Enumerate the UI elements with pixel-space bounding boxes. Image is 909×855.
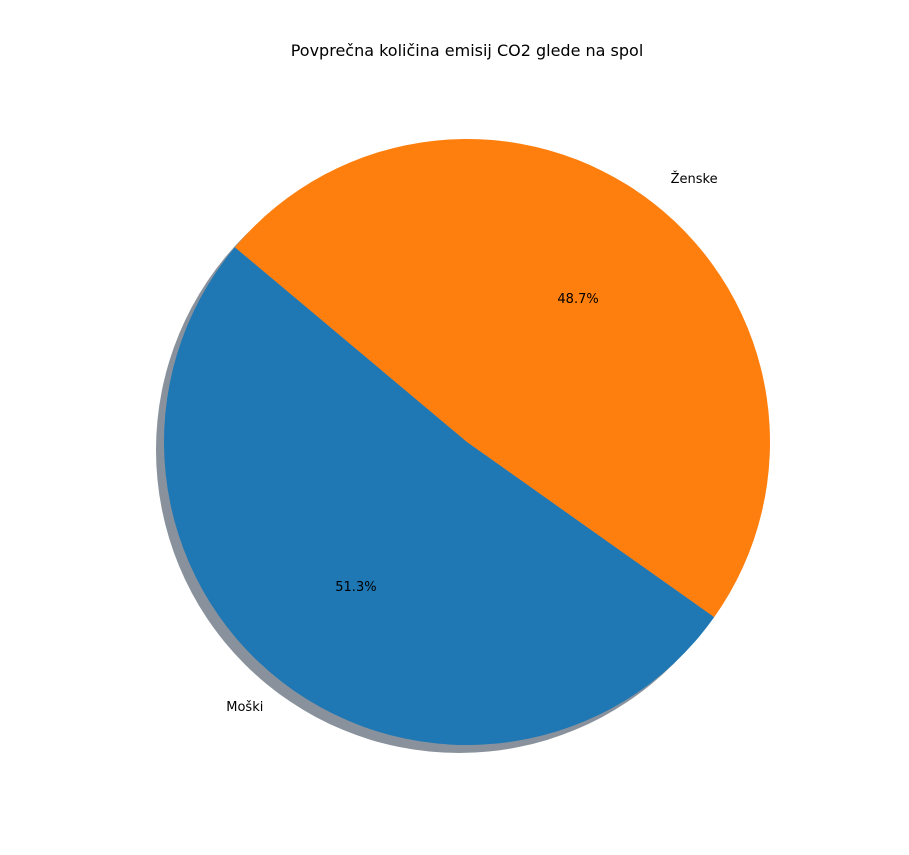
pie-slice-2 <box>234 138 771 618</box>
percent-label-2: 48.7% <box>557 292 598 307</box>
pie-group: Moški 51.3% Ženske 48.7% <box>156 138 771 753</box>
chart-title: Povprečna količina emisij CO2 glede na s… <box>291 41 644 60</box>
pie-slice-1 <box>164 247 715 745</box>
slice-label-1: Moški <box>226 700 263 715</box>
percent-label-1: 51.3% <box>335 580 376 595</box>
slice-label-2: Ženske <box>671 171 718 187</box>
